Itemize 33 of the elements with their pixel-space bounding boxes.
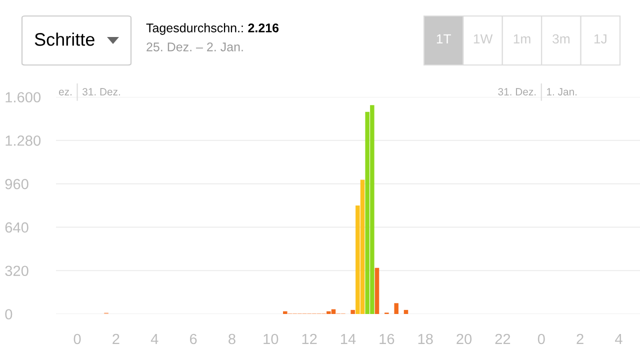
x-tick-label: 14 (341, 334, 356, 344)
x-tick-label: 0 (74, 334, 81, 344)
bar (374, 268, 380, 314)
y-tick-label: 320 (5, 266, 28, 276)
x-tick-label: 0 (538, 334, 545, 344)
x-tick-label: 2 (112, 334, 120, 344)
y-tick-label: 1.280 (6, 136, 41, 146)
x-tick-label: 12 (302, 334, 317, 344)
x-tick-label: 16 (380, 334, 394, 344)
bar (394, 303, 398, 314)
bar (350, 310, 355, 314)
text: 31. Dez. (82, 88, 120, 96)
x-tick-label: 20 (456, 334, 472, 344)
text: 25. Dez. – 2. Jan. (146, 42, 243, 52)
y-tick-label: 640 (5, 222, 28, 233)
x-tick-label: 18 (418, 334, 433, 344)
chart-subtitle: Tagesdurchschn.: 2.216 (146, 23, 279, 35)
bar (283, 311, 288, 314)
x-tick-label: 8 (228, 334, 236, 344)
x-tick-label: 6 (190, 334, 197, 344)
y-tick-label: 960 (5, 178, 28, 190)
x-tick-label: 10 (264, 334, 278, 344)
x-tick-label: 4 (615, 334, 622, 344)
x-tick-label: 2 (576, 334, 584, 344)
text: ez. (58, 90, 72, 96)
y-tick-label: 0 (5, 309, 12, 320)
text: 31. Dez. (498, 88, 536, 96)
chart-title: Schritte (34, 32, 94, 46)
text: 1. Jan. (547, 88, 577, 96)
x-tick-label: 22 (495, 334, 510, 344)
x-tick-label: 4 (150, 334, 158, 344)
bar (404, 310, 408, 314)
y-tick-label: 1.600 (6, 92, 41, 102)
